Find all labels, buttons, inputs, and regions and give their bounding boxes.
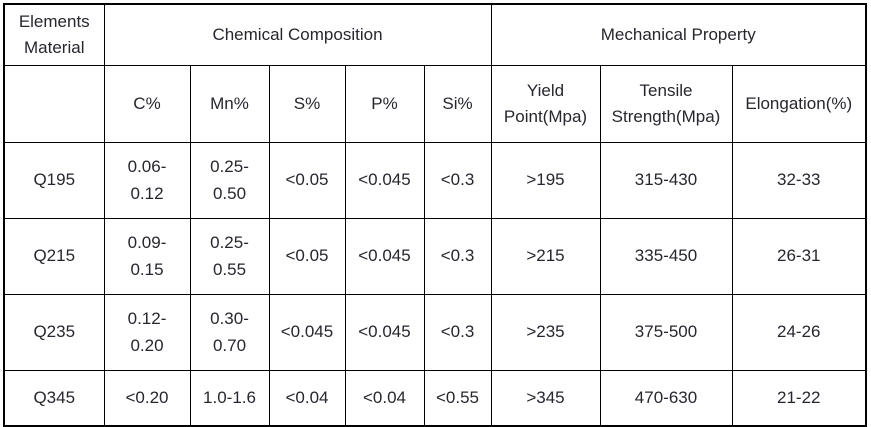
table-cell-elongation: 21-22 <box>731 370 867 427</box>
table-cell-si: <0.55 <box>423 370 492 427</box>
corner-header-elements-material: Elements Material <box>3 3 105 66</box>
material-cell: Q345 <box>3 370 105 427</box>
table-cell-mn: 1.0-1.6 <box>189 370 270 427</box>
table-cell-mn: 0.25- 0.55 <box>189 218 270 295</box>
table-cell-yield: >195 <box>490 142 601 219</box>
column-header-si: Si% <box>423 65 492 143</box>
table-header-group-row: Elements Material Chemical Composition M… <box>3 3 867 66</box>
table-cell-si: <0.3 <box>423 294 492 371</box>
table-cell-s: <0.05 <box>268 142 346 219</box>
material-cell: Q195 <box>3 142 105 219</box>
table-cell-tensile: 375-500 <box>599 294 733 371</box>
table-cell-c: 0.09- 0.15 <box>103 218 191 295</box>
column-header-p: P% <box>344 65 425 143</box>
table-row-q195: Q195 0.06- 0.12 0.25- 0.50 <0.05 <0.045 … <box>3 142 867 219</box>
table-cell-si: <0.3 <box>423 218 492 295</box>
table-cell-s: <0.05 <box>268 218 346 295</box>
table-cell-tensile: 315-430 <box>599 142 733 219</box>
table-cell-p: <0.045 <box>344 142 425 219</box>
table-cell-si: <0.3 <box>423 142 492 219</box>
subheader-empty-cell <box>3 65 105 143</box>
table-cell-elongation: 26-31 <box>731 218 867 295</box>
table-cell-c: <0.20 <box>103 370 191 427</box>
table-cell-s: <0.04 <box>268 370 346 427</box>
column-header-elongation: Elongation(%) <box>731 65 867 143</box>
table-subheader-row: C% Mn% S% P% Si% Yield Point(Mpa) Tensil… <box>3 65 867 143</box>
table-cell-elongation: 24-26 <box>731 294 867 371</box>
table-row-q215: Q215 0.09- 0.15 0.25- 0.55 <0.05 <0.045 … <box>3 218 867 295</box>
table-cell-yield: >345 <box>490 370 601 427</box>
column-header-tensile-strength: Tensile Strength(Mpa) <box>599 65 733 143</box>
table-row-q345: Q345 <0.20 1.0-1.6 <0.04 <0.04 <0.55 >34… <box>3 370 867 427</box>
table-cell-mn: 0.25- 0.50 <box>189 142 270 219</box>
table-cell-tensile: 335-450 <box>599 218 733 295</box>
material-cell: Q215 <box>3 218 105 295</box>
table-cell-yield: >235 <box>490 294 601 371</box>
column-header-mn: Mn% <box>189 65 270 143</box>
steel-properties-table: Elements Material Chemical Composition M… <box>3 3 867 427</box>
table-cell-yield: >215 <box>490 218 601 295</box>
material-cell: Q235 <box>3 294 105 371</box>
table-cell-elongation: 32-33 <box>731 142 867 219</box>
column-header-s: S% <box>268 65 346 143</box>
column-header-c: C% <box>103 65 191 143</box>
table-cell-c: 0.06- 0.12 <box>103 142 191 219</box>
table-cell-p: <0.045 <box>344 218 425 295</box>
table-cell-p: <0.04 <box>344 370 425 427</box>
table-cell-p: <0.045 <box>344 294 425 371</box>
table-cell-tensile: 470-630 <box>599 370 733 427</box>
column-header-yield-point: Yield Point(Mpa) <box>490 65 601 143</box>
table-cell-c: 0.12- 0.20 <box>103 294 191 371</box>
group-header-chemical-composition: Chemical Composition <box>103 3 492 66</box>
table-cell-s: <0.045 <box>268 294 346 371</box>
table-row-q235: Q235 0.12- 0.20 0.30- 0.70 <0.045 <0.045… <box>3 294 867 371</box>
table-cell-mn: 0.30- 0.70 <box>189 294 270 371</box>
group-header-mechanical-property: Mechanical Property <box>490 3 867 66</box>
